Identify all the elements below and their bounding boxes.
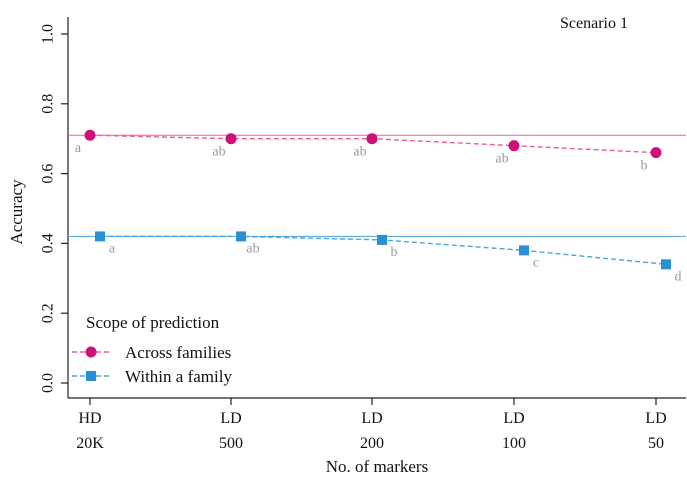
- x-tick-label-bottom: 50: [648, 435, 664, 452]
- data-point: [661, 259, 671, 270]
- series-across-families: a ab ab ab b: [75, 129, 662, 174]
- y-tick-label: 0.2: [40, 303, 57, 323]
- significance-letter: a: [75, 141, 82, 156]
- x-tick-label-top: LD: [503, 410, 524, 427]
- axes: 0.0 0.2 0.4 0.6 0.8 1.0 HD 20K LD 500 LD 200 LD 100 LD…: [40, 17, 686, 452]
- x-tick-label-top: HD: [78, 410, 101, 427]
- significance-letter: c: [533, 255, 539, 270]
- x-tick-label-bottom: 100: [502, 435, 526, 452]
- significance-letter: ab: [495, 152, 508, 167]
- data-point: [650, 147, 662, 159]
- data-point: [225, 133, 237, 145]
- legend-marker: [86, 371, 96, 381]
- legend-marker: [85, 346, 97, 358]
- y-tick-label: 0.4: [40, 233, 57, 253]
- x-tick-label-top: LD: [645, 410, 666, 427]
- significance-letter: b: [641, 159, 648, 174]
- data-point: [508, 140, 520, 152]
- data-point: [95, 231, 105, 242]
- data-point: [84, 129, 96, 141]
- x-tick-label-bottom: 200: [360, 435, 384, 452]
- series-within-a-family: a ab b c d: [95, 231, 682, 284]
- y-tick-label: 0.8: [40, 94, 57, 114]
- data-point: [377, 234, 387, 245]
- significance-letter: a: [109, 241, 116, 256]
- legend-title: Scope of prediction: [86, 313, 220, 332]
- reference-lines: [68, 134, 686, 237]
- legend-entry: Within a family: [125, 367, 232, 386]
- y-tick-label: 0.6: [40, 164, 57, 184]
- y-tick-label: 0.0: [40, 373, 57, 393]
- scenario-annotation: Scenario 1: [560, 15, 628, 32]
- x-tick-label-top: LD: [220, 410, 241, 427]
- significance-letter: d: [675, 269, 682, 284]
- x-axis-label: No. of markers: [326, 457, 428, 476]
- x-tick-label-bottom: 500: [219, 435, 243, 452]
- significance-letter: ab: [212, 145, 225, 160]
- significance-letter: b: [391, 245, 398, 260]
- x-tick-label-bottom: 20K: [76, 435, 104, 452]
- data-point: [236, 231, 246, 242]
- y-axis-label: Accuracy: [7, 179, 26, 245]
- x-tick-label-top: LD: [361, 410, 382, 427]
- data-point: [366, 133, 378, 145]
- significance-letter: ab: [353, 145, 366, 160]
- series-layer: a ab ab ab b a ab b c d: [75, 129, 682, 284]
- legend-entry: Across families: [125, 343, 231, 362]
- data-point: [519, 245, 529, 256]
- significance-letter: ab: [246, 241, 259, 256]
- legend: Scope of prediction Across families Within…: [72, 313, 232, 386]
- y-tick-label: 1.0: [40, 24, 57, 44]
